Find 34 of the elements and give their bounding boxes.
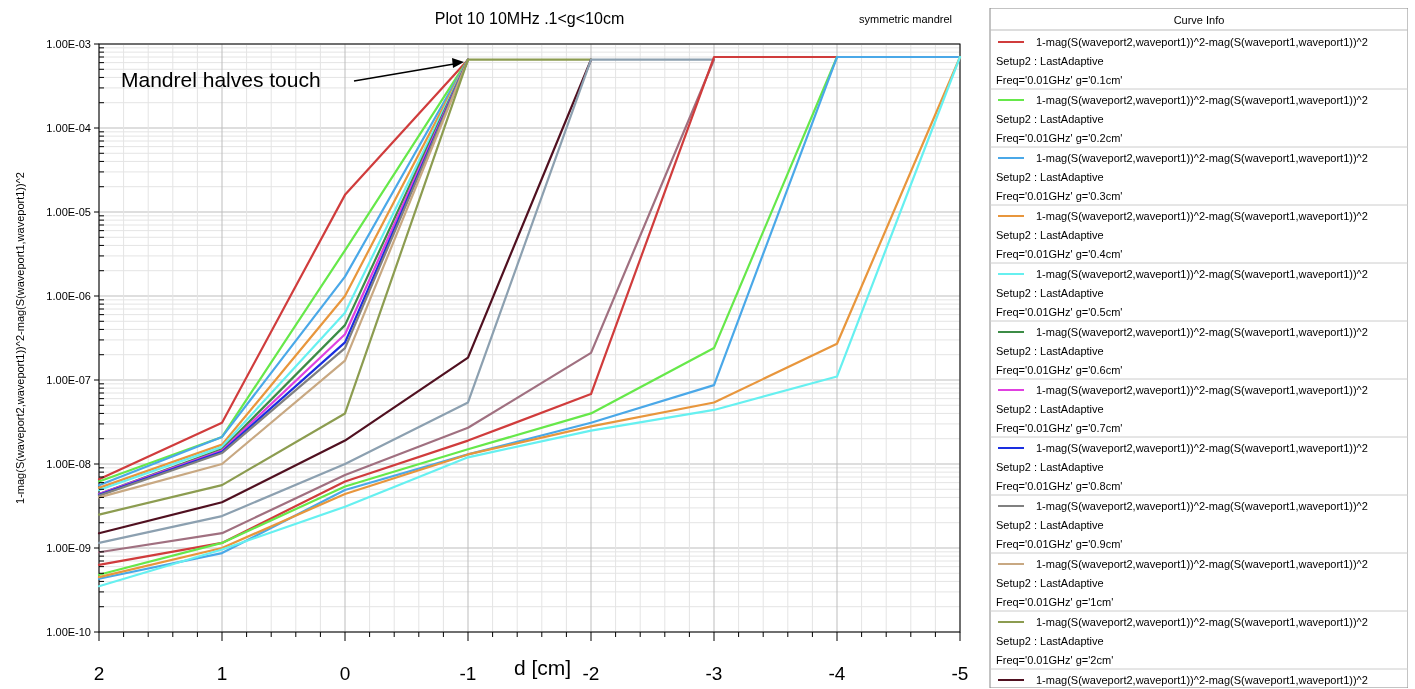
- chart-title: Plot 10 10MHz .1<g<10cm: [434, 10, 625, 27]
- legend-label: 1-mag(S(waveport2,waveport1))^2-mag(S(waveport1,waveport1))^2 Setup2 : LastAdaptive Freq='0.01GHz' g='0.6cm': [996, 326, 1368, 376]
- y-tick-label: 1.00E-10: [46, 626, 91, 638]
- legend-label: 1-mag(S(waveport2,waveport1))^2-mag(S(waveport1,waveport1))^2 Setup2 : LastAdaptive Freq='0.01GHz' g='0.3cm': [996, 152, 1368, 202]
- x-tick-label: -5: [951, 663, 969, 684]
- legend-title: Curve Info: [1173, 14, 1225, 26]
- legend-label: 1-mag(S(waveport2,waveport1))^2-mag(S(waveport1,waveport1))^2 Setup2 : LastAdaptive Freq='0.01GHz' g='2cm': [996, 616, 1368, 666]
- x-tick-label: -3: [705, 663, 723, 684]
- y-tick-label: 1.00E-08: [46, 458, 91, 470]
- y-tick-label: 1.00E-05: [46, 206, 91, 218]
- x-tick-label: -4: [828, 663, 846, 684]
- y-axis-title: 1-mag(S(waveport2,waveport1))^2-mag(S(waveport1,waveport1))^2: [14, 172, 26, 504]
- legend-label: 1-mag(S(waveport2,waveport1))^2-mag(S(waveport1,waveport1))^2 Setup2 : LastAdaptive Freq='0.01GHz' g='0.5cm': [996, 268, 1368, 318]
- legend-label: 1-mag(S(waveport2,waveport1))^2-mag(S(waveport1,waveport1))^2 Setup2 : LastAdaptive Freq='0.01GHz' g='0.2cm': [996, 94, 1368, 144]
- legend-label: 1-mag(S(waveport2,waveport1))^2-mag(S(waveport1,waveport1))^2: [1036, 674, 1368, 686]
- x-tick-label: -1: [459, 663, 477, 684]
- chart-subtitle: symmetric mandrel: [859, 13, 952, 25]
- x-tick-label: 1: [216, 663, 228, 684]
- legend-label: 1-mag(S(waveport2,waveport1))^2-mag(S(waveport1,waveport1))^2 Setup2 : LastAdaptive Freq='0.01GHz' g='0.8cm': [996, 442, 1368, 492]
- legend-label: 1-mag(S(waveport2,waveport1))^2-mag(S(waveport1,waveport1))^2 Setup2 : LastAdaptive Freq='0.01GHz' g='1cm': [996, 558, 1368, 608]
- legend-label: 1-mag(S(waveport2,waveport1))^2-mag(S(waveport1,waveport1))^2 Setup2 : LastAdaptive Freq='0.01GHz' g='0.7cm': [996, 384, 1368, 434]
- annotation: Mandrel halves touch: [121, 68, 321, 91]
- y-tick-label: 1.00E-04: [46, 122, 91, 134]
- y-tick-label: 1.00E-09: [46, 542, 91, 554]
- y-tick-label: 1.00E-07: [46, 374, 91, 386]
- x-tick-label: 0: [339, 663, 351, 684]
- x-tick-label: -2: [582, 663, 600, 684]
- x-tick-label: 2: [93, 663, 105, 684]
- y-tick-label: 1.00E-06: [46, 290, 91, 302]
- legend-label: 1-mag(S(waveport2,waveport1))^2-mag(S(waveport1,waveport1))^2 Setup2 : LastAdaptive Freq='0.01GHz' g='0.1cm': [996, 36, 1368, 86]
- x-axis-title: d [cm]: [513, 656, 572, 679]
- legend-label: 1-mag(S(waveport2,waveport1))^2-mag(S(waveport1,waveport1))^2 Setup2 : LastAdaptive Freq='0.01GHz' g='0.4cm': [996, 210, 1368, 260]
- legend-label: 1-mag(S(waveport2,waveport1))^2-mag(S(waveport1,waveport1))^2 Setup2 : LastAdaptive Freq='0.01GHz' g='0.9cm': [996, 500, 1368, 550]
- y-tick-label: 1.00E-03: [46, 38, 91, 50]
